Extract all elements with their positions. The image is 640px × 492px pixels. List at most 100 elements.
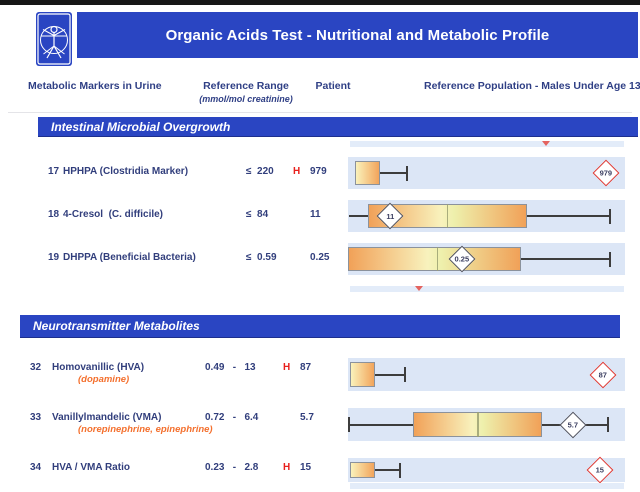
reference-population-boxplot: 5.7 [348,408,625,441]
marker-row: 32 Homovanillic (HVA) (dopamine) 0.49 - … [0,355,640,392]
red-tick-marker [541,141,550,146]
whisker-high-line [380,172,407,174]
interquartile-box [349,462,375,478]
marker-row: 34 HVA / VMA Ratio 0.23 - 2.8 H 15 15 [0,455,640,492]
section-banner: Intestinal Microbial Overgrowth [38,117,638,137]
marker-name-wrap: 4-Cresol (C. difficile) [63,209,163,220]
patient-value-marker: 87 [589,361,617,388]
marker-name: HVA / VMA Ratio [52,462,130,473]
report-section: Intestinal Microbial Overgrowth 17 HPHPA… [0,117,640,292]
section-rows: 17 HPHPA (Clostridia Marker) ≤ 220 H 979… [0,155,640,277]
whisker-high-line [374,469,401,471]
reference-range-value: ≤ 0.59 [246,252,277,263]
vitruvian-man-icon [36,12,72,66]
whisker-high-cap [404,367,407,382]
marker-sub-label: (norepinephrine, epinephrine) [78,424,213,435]
marker-name: DHPPA (Beneficial Bacteria) [63,252,196,263]
patient-value-marker: 15 [586,456,614,484]
marker-row: 18 4-Cresol (C. difficile) ≤ 84 11 11 [0,198,640,234]
marker-number: 34 [30,462,42,473]
reference-range-value: ≤ 220 [246,166,274,177]
interquartile-box [349,362,375,387]
marker-number: 33 [30,412,42,423]
reference-population-boxplot: 0.25 [348,243,625,275]
whisker-low-line [349,215,368,217]
column-header-markers: Metabolic Markers in Urine [28,80,162,92]
marker-name-wrap: HPHPA (Clostridia Marker) [63,166,188,177]
median-line [436,247,439,271]
section-title: Neurotransmitter Metabolites [33,319,200,333]
patient-value: 5.7 [300,412,314,423]
patient-value: 0.25 [310,252,330,263]
reference-range-value: 0.23 - 2.8 [205,462,259,473]
reference-population-boxplot: 979 [348,157,625,189]
interquartile-box [348,247,522,271]
marker-name-wrap: Homovanillic (HVA) (dopamine) [52,362,144,385]
whisker-low-line [349,423,414,426]
reference-population-boxplot: 15 [348,456,625,484]
patient-value: 87 [300,362,312,373]
whisker-high-cap [609,208,612,224]
high-flag: H [283,362,291,373]
header-divider [8,112,632,113]
patient-value-marker-label: 87 [598,370,607,379]
marker-sub-label: (dopamine) [78,374,130,385]
section-rows: 32 Homovanillic (HVA) (dopamine) 0.49 - … [0,355,640,492]
reference-population-boxplot: 87 [348,358,625,391]
patient-value-marker-label: 979 [599,168,612,178]
patient-value-marker: 5.7 [559,411,587,438]
patient-value-marker-label: 5.7 [567,420,579,429]
column-header-reference-range: Reference Range (mmol/mol creatinine) [170,80,322,104]
marker-number: 17 [48,166,60,177]
whisker-high-cap [607,417,610,432]
column-header-patient: Patient [315,80,351,92]
marker-name: 4-Cresol (C. difficile) [63,209,164,220]
marker-name: Vanillylmandelic (VMA) [52,412,162,423]
patient-value-marker-label: 0.25 [454,254,470,264]
reference-range-value: 0.72 - 6.4 [205,412,259,423]
marker-row: 17 HPHPA (Clostridia Marker) ≤ 220 H 979… [0,155,640,191]
patient-value-marker-label: 15 [595,465,605,475]
scale-strip [350,141,624,147]
marker-number: 32 [30,362,42,373]
whisker-high-cap [609,251,612,267]
marker-name-wrap: DHPPA (Beneficial Bacteria) [63,252,196,263]
patient-value-marker-label: 11 [386,211,395,221]
whisker-high-cap [399,462,402,478]
page-title: Organic Acids Test - Nutritional and Met… [165,26,550,44]
interquartile-box [354,161,381,185]
high-flag: H [283,462,291,473]
high-flag: H [293,166,301,177]
section-banner: Neurotransmitter Metabolites [20,315,620,338]
marker-name: HPHPA (Clostridia Marker) [63,166,189,177]
median-line [446,204,449,228]
reference-population-boxplot: 11 [348,200,625,232]
marker-row: 19 DHPPA (Beneficial Bacteria) ≤ 0.59 0.… [0,241,640,277]
column-header-population: Reference Population - Males Under Age 1… [424,80,640,92]
marker-number: 19 [48,252,60,263]
patient-value: 15 [300,462,312,473]
section-title: Intestinal Microbial Overgrowth [51,119,231,134]
patient-value: 979 [310,166,327,177]
red-tick-marker [414,286,423,291]
marker-number: 18 [48,209,60,220]
reference-range-label: Reference Range [203,80,289,92]
report-title-banner: Organic Acids Test - Nutritional and Met… [77,12,638,58]
patient-value-marker: 979 [592,159,620,187]
scale-strip [350,483,624,489]
whisker-high-line [526,215,611,217]
whisker-high-cap [406,165,408,181]
reference-range-value: 0.49 - 13 [205,362,256,373]
scale-strip [350,286,624,292]
marker-name: Homovanillic (HVA) [52,362,145,373]
vitruvian-man-icon [36,12,72,66]
marker-name-wrap: Vanillylmandelic (VMA) (norepinephrine, … [52,412,213,435]
patient-value: 11 [310,209,321,220]
marker-row: 33 Vanillylmandelic (VMA) (norepinephrin… [0,405,640,442]
whisker-high-line [521,258,611,260]
report-section: Neurotransmitter Metabolites 32 Homovani… [0,315,640,492]
whisker-high-line [374,373,406,376]
reference-range-value: ≤ 84 [246,209,269,220]
marker-name-wrap: HVA / VMA Ratio [52,462,130,473]
